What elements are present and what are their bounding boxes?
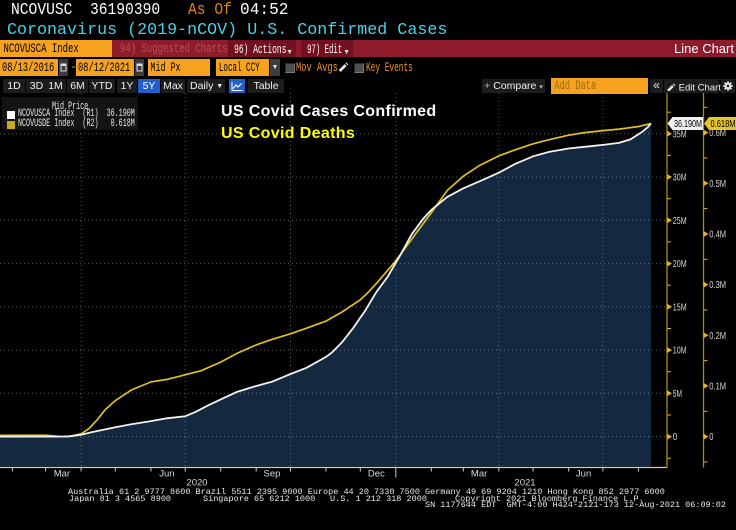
svg-text:Jun: Jun (576, 469, 591, 480)
svg-text:Dec: Dec (368, 469, 385, 480)
svg-text:0: 0 (673, 432, 678, 443)
svg-text:5M: 5M (673, 389, 682, 400)
svg-text:Mar: Mar (471, 469, 487, 480)
svg-text:Jun: Jun (159, 469, 174, 480)
svg-text:25M: 25M (673, 216, 687, 227)
svg-text:0.1M: 0.1M (709, 381, 726, 392)
svg-text:35M: 35M (673, 129, 687, 140)
svg-text:0.5M: 0.5M (709, 179, 726, 190)
svg-text:36.190M: 36.190M (674, 119, 702, 130)
svg-text:10M: 10M (673, 346, 687, 357)
svg-text:30M: 30M (673, 173, 687, 184)
svg-text:20M: 20M (673, 259, 687, 270)
svg-text:0.6M: 0.6M (709, 128, 726, 139)
svg-text:2020: 2020 (186, 478, 207, 489)
svg-text:0.618M: 0.618M (711, 119, 736, 130)
svg-text:0.2M: 0.2M (709, 331, 726, 342)
svg-text:Sep: Sep (264, 469, 281, 480)
svg-text:Mar: Mar (54, 469, 70, 480)
svg-text:2021: 2021 (514, 478, 535, 489)
svg-text:0: 0 (709, 432, 714, 443)
svg-text:0.4M: 0.4M (709, 230, 726, 241)
svg-text:15M: 15M (673, 302, 687, 313)
svg-text:0.3M: 0.3M (709, 280, 726, 291)
